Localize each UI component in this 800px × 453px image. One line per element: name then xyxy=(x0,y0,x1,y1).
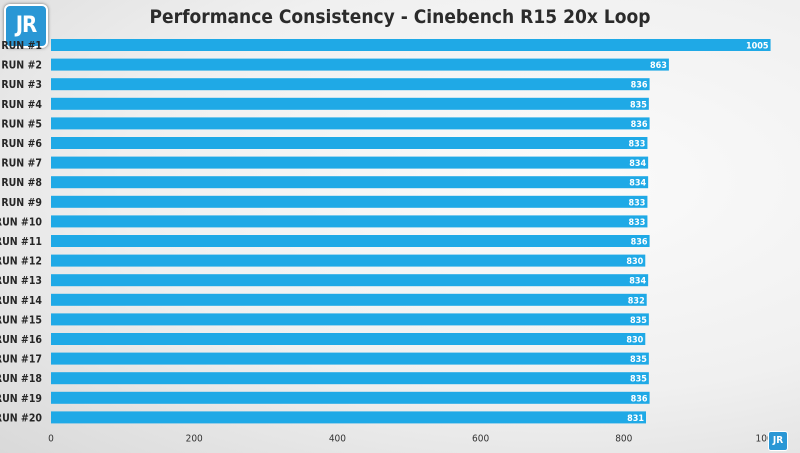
bar xyxy=(51,156,649,169)
category-label: RUN #2 xyxy=(1,60,42,72)
category-label: RUN #16 xyxy=(0,334,42,346)
bar xyxy=(51,372,649,385)
x-tick-label: 0 xyxy=(48,433,54,444)
x-tick-label: 200 xyxy=(186,433,203,444)
jr-logo: JR xyxy=(4,4,48,48)
data-label: 863 xyxy=(650,61,667,71)
data-label: 835 xyxy=(630,375,647,385)
bar xyxy=(51,39,771,51)
category-label: RUN #5 xyxy=(1,118,42,130)
bar xyxy=(51,293,647,306)
data-label: 832 xyxy=(628,296,645,306)
category-label: RUN #20 xyxy=(0,412,42,424)
category-label: RUN #19 xyxy=(0,393,42,405)
category-label: RUN #12 xyxy=(0,256,42,268)
category-label: RUN #10 xyxy=(0,216,42,228)
bar xyxy=(51,78,650,91)
category-label: RUN #11 xyxy=(0,236,42,248)
category-label: RUN #7 xyxy=(1,158,42,170)
data-label: 834 xyxy=(629,159,646,169)
x-tick-label: 1000 xyxy=(756,433,779,444)
data-label: 830 xyxy=(626,257,643,267)
bar xyxy=(51,195,648,208)
bar xyxy=(51,58,669,71)
category-label: RUN #9 xyxy=(1,197,42,209)
data-label: 835 xyxy=(630,355,647,365)
category-label: RUN #3 xyxy=(1,79,42,91)
bar xyxy=(51,176,649,189)
data-label: 833 xyxy=(629,198,646,208)
bar xyxy=(51,215,648,228)
data-label: 835 xyxy=(630,316,647,326)
bar xyxy=(51,235,650,247)
bar xyxy=(51,97,649,110)
bar xyxy=(51,137,648,149)
data-label: 836 xyxy=(631,120,648,130)
data-label: 836 xyxy=(631,81,648,91)
jr-logo-small: JR xyxy=(768,431,788,451)
bar xyxy=(51,333,646,345)
bar xyxy=(51,274,649,287)
bar xyxy=(51,117,650,130)
x-tick-label: 400 xyxy=(329,433,346,444)
data-label: 836 xyxy=(631,394,648,404)
bar xyxy=(51,391,650,404)
category-label: RUN #1 xyxy=(1,40,42,52)
x-tick-label: 800 xyxy=(615,433,632,444)
data-label: 831 xyxy=(627,414,644,424)
x-tick-label: 600 xyxy=(472,433,489,444)
data-label: 834 xyxy=(629,179,646,189)
data-label: 835 xyxy=(630,100,647,110)
data-label: 836 xyxy=(631,238,648,248)
bar xyxy=(51,254,646,267)
data-label: 833 xyxy=(629,140,646,150)
category-label: RUN #18 xyxy=(0,373,42,385)
bar xyxy=(51,352,649,365)
category-label: RUN #15 xyxy=(0,314,42,326)
category-label: RUN #6 xyxy=(1,138,42,150)
data-label: 1005 xyxy=(746,42,769,52)
data-label: 834 xyxy=(629,277,646,287)
category-label: RUN #17 xyxy=(0,354,42,366)
category-label: RUN #8 xyxy=(1,177,42,189)
bar xyxy=(51,313,649,326)
category-label: RUN #13 xyxy=(0,275,42,287)
category-label: RUN #4 xyxy=(1,99,42,111)
chart-title: Performance Consistency - Cinebench R15 … xyxy=(149,6,651,28)
bar xyxy=(51,411,646,424)
data-label: 830 xyxy=(626,336,643,346)
category-label: RUN #14 xyxy=(0,295,42,307)
data-label: 833 xyxy=(629,218,646,228)
